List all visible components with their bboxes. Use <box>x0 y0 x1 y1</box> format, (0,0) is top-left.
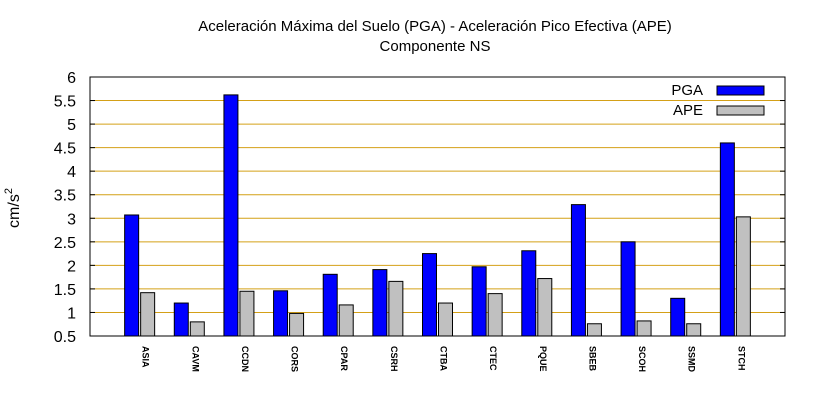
y-tick-label: 4 <box>67 164 76 181</box>
y-axis-label-superscript: 2 <box>3 188 15 194</box>
bar-ape-asia <box>140 292 156 337</box>
x-tick-label: STCH <box>736 346 746 371</box>
bar-pga-csrh <box>372 269 388 337</box>
x-tick-label: PQUE <box>538 346 548 372</box>
bar-pga-ctec <box>471 266 487 337</box>
x-tick-label: CSRH <box>389 346 399 372</box>
y-tick-label: 5 <box>67 117 76 134</box>
y-tick-label: 1.5 <box>54 282 76 299</box>
x-tick-label: SCOH <box>637 346 647 372</box>
bar-ape-ssmd <box>686 323 702 337</box>
x-tick-label: CTEC <box>488 346 498 371</box>
bar-pga-cpar <box>322 273 338 337</box>
bar-ape-cors <box>289 312 305 337</box>
bar-pga-ccdn <box>223 94 239 337</box>
legend-swatch-pga <box>716 85 765 96</box>
y-tick-label: 6 <box>67 70 76 87</box>
bar-ape-csrh <box>388 280 404 337</box>
y-tick-label: 0.5 <box>54 329 76 346</box>
bar-pga-pque <box>521 250 537 337</box>
x-tick-label: CORS <box>290 346 300 372</box>
x-tick-label: CPAR <box>339 346 349 371</box>
x-tick-label: CTBA <box>439 346 449 371</box>
x-tick-label: SBEB <box>587 346 597 372</box>
bar-pga-cavm <box>173 302 189 337</box>
bar-pga-cors <box>273 290 289 337</box>
y-tick-label: 4.5 <box>54 141 76 158</box>
bar-ape-ccdn <box>239 290 255 337</box>
chart-title: Aceleración Máxima del Suelo (PGA) - Ace… <box>198 18 672 35</box>
y-tick-label: 5.5 <box>54 94 76 111</box>
legend-swatch-ape <box>716 105 765 116</box>
bar-pga-asia <box>124 214 140 337</box>
bar-pga-ssmd <box>670 297 686 337</box>
legend: PGA APE <box>671 82 765 119</box>
bar-pga-sbeb <box>570 204 586 337</box>
bar-pga-scoh <box>620 241 636 337</box>
bar-ape-ctba <box>438 302 453 337</box>
y-tick-label: 2 <box>67 258 76 275</box>
bar-ape-scoh <box>636 320 652 337</box>
x-tick-label: CAVM <box>190 346 200 372</box>
bar-pga-ctba <box>422 253 437 337</box>
y-axis-label: cm/s2 <box>3 188 23 228</box>
plot-frame <box>89 76 786 337</box>
bar-pga-stch <box>719 142 735 337</box>
y-tick-label: 2.5 <box>54 235 76 252</box>
legend-label-pga: PGA <box>671 82 703 99</box>
bar-ape-ctec <box>487 293 503 337</box>
bar-ape-stch <box>735 216 751 337</box>
bar-ape-cavm <box>189 321 205 337</box>
legend-label-ape: APE <box>673 102 703 119</box>
x-tick-label: SSMD <box>687 346 697 373</box>
x-tick-label: CCDN <box>240 346 250 372</box>
x-tick-label: ASIA <box>141 346 151 368</box>
y-tick-label: 3 <box>67 211 76 228</box>
y-tick-label: 1 <box>67 305 76 322</box>
bar-ape-cpar <box>338 304 354 337</box>
bar-ape-pque <box>537 278 553 337</box>
chart-subtitle: Componente NS <box>380 38 491 55</box>
y-tick-label: 3.5 <box>54 188 76 205</box>
bar-ape-sbeb <box>586 323 602 337</box>
